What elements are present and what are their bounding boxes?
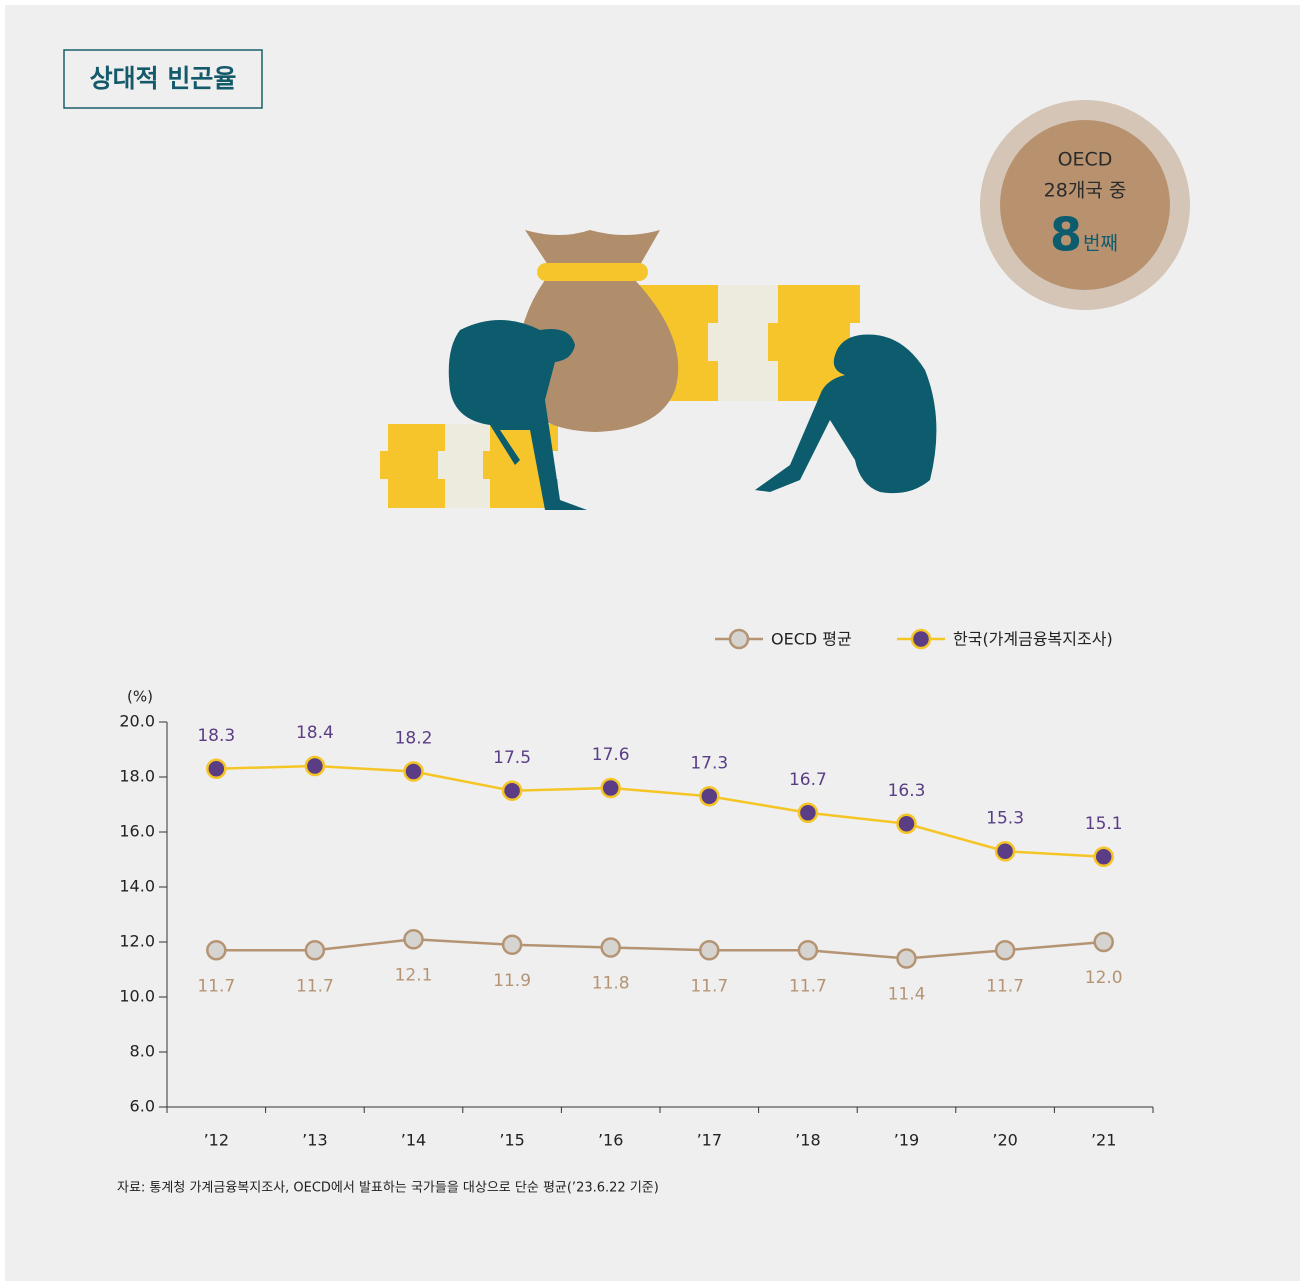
title: 상대적 빈곤율 (90, 64, 237, 93)
x-tick-label: ’12 (204, 1131, 229, 1150)
point (994, 841, 1016, 862)
point (304, 940, 326, 961)
value-label: 11.7 (789, 976, 827, 996)
point (699, 940, 720, 961)
point (403, 929, 424, 950)
value-label: 11.8 (592, 974, 630, 994)
value-label: 11.7 (986, 976, 1024, 996)
badge-line1: OECD (1058, 149, 1113, 171)
point (206, 940, 227, 961)
point (206, 758, 227, 779)
y-tick-label: 10.0 (119, 987, 155, 1006)
legend-marker (910, 628, 932, 650)
y-unit-label: (%) (127, 688, 153, 706)
x-tick-label: ’16 (598, 1131, 623, 1150)
legend-label: OECD 평균 (771, 630, 852, 649)
point (501, 934, 523, 955)
value-label: 11.7 (296, 976, 334, 996)
legend-label: 한국(가계금융복지조사) (953, 630, 1113, 649)
point (699, 786, 720, 807)
x-tick-label: ’14 (401, 1131, 426, 1150)
illustration (380, 230, 937, 510)
y-tick-label: 12.0 (119, 932, 155, 951)
badge-line2: 28개국 중 (1044, 180, 1127, 202)
value-label: 17.3 (690, 753, 728, 773)
value-label: 18.4 (296, 723, 334, 743)
x-tick-label: ’20 (992, 1131, 1017, 1150)
badge: OECD 28개국 중 8 번째 (980, 100, 1190, 310)
badge-suffix: 번째 (1083, 233, 1118, 255)
badge-inner (1000, 120, 1170, 290)
badge-rank: 8 (1050, 208, 1082, 262)
y-tick-label: 14.0 (119, 877, 155, 896)
point (1093, 846, 1114, 867)
point (501, 780, 523, 801)
series-line (216, 764, 1104, 858)
value-label: 16.3 (888, 781, 926, 801)
value-label: 11.9 (493, 971, 531, 991)
x-tick-label: ’13 (302, 1131, 327, 1150)
legend-marker (728, 628, 750, 650)
value-label: 12.1 (395, 965, 433, 985)
y-tick-label: 18.0 (119, 767, 155, 786)
series-line (216, 937, 1104, 960)
value-label: 15.3 (986, 808, 1024, 828)
value-label: 17.5 (493, 748, 531, 768)
value-label: 11.7 (690, 976, 728, 996)
value-label: 18.2 (395, 729, 433, 749)
value-label: 17.6 (592, 745, 630, 765)
point (797, 802, 819, 823)
x-tick-label: ’15 (499, 1131, 524, 1150)
value-label: 12.0 (1085, 968, 1123, 988)
x-tick-label: ’19 (894, 1131, 919, 1150)
x-tick-label: ’17 (697, 1131, 722, 1150)
x-tick-label: ’18 (795, 1131, 820, 1150)
point (797, 940, 819, 961)
y-tick-label: 20.0 (119, 712, 155, 731)
point (600, 777, 621, 799)
point (304, 755, 326, 777)
point (1093, 931, 1114, 953)
point (403, 761, 424, 782)
point (896, 948, 917, 969)
value-label: 15.1 (1085, 814, 1123, 834)
value-label: 11.7 (197, 976, 235, 996)
value-label: 18.3 (197, 726, 235, 746)
point (994, 940, 1016, 961)
point (600, 937, 621, 958)
title-box (63, 49, 263, 109)
x-tick-label: ’21 (1091, 1131, 1116, 1150)
source-note: 자료: 통계청 가계금융복지조사, OECD에서 발표하는 국가들을 대상으로 … (117, 1181, 659, 1196)
y-tick-label: 16.0 (119, 822, 155, 841)
value-label: 16.7 (789, 770, 827, 790)
value-label: 11.4 (888, 985, 926, 1005)
point (896, 813, 917, 834)
y-tick-label: 8.0 (130, 1042, 155, 1061)
y-tick-label: 6.0 (130, 1097, 155, 1116)
